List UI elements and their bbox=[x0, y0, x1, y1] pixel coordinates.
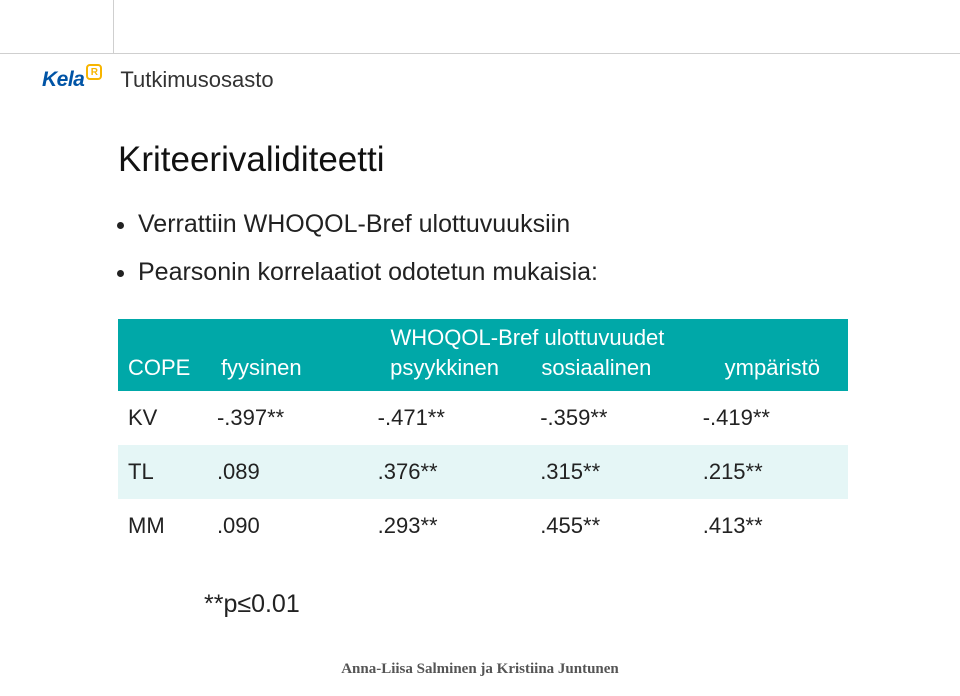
table-header-cope: COPE bbox=[118, 319, 207, 391]
table-cell: .293** bbox=[368, 499, 531, 553]
table-subheader: fyysinen bbox=[207, 355, 369, 391]
bullet-list: Verrattiin WHOQOL-Bref ulottuvuuksiin Pe… bbox=[118, 206, 858, 291]
corner-box bbox=[0, 0, 114, 54]
table-cell: .315** bbox=[530, 445, 693, 499]
bullet-item: Verrattiin WHOQOL-Bref ulottuvuuksiin bbox=[138, 206, 858, 244]
table-cell: .413** bbox=[693, 499, 848, 553]
header-divider bbox=[0, 53, 960, 54]
table-row: KV -.397** -.471** -.359** -.419** bbox=[118, 391, 848, 445]
department-label: Tutkimusosasto bbox=[120, 67, 273, 93]
row-label: KV bbox=[118, 391, 207, 445]
table-body: KV -.397** -.471** -.359** -.419** TL .0… bbox=[118, 391, 848, 553]
header-block: Kela R Tutkimusosasto bbox=[42, 67, 274, 93]
table-cell: .376** bbox=[368, 445, 531, 499]
table-cell: .090 bbox=[207, 499, 368, 553]
bullet-item: Pearsonin korrelaatiot odotetun mukaisia… bbox=[138, 254, 858, 292]
table-cell: .455** bbox=[530, 499, 693, 553]
correlation-table: COPE WHOQOL-Bref ulottuvuudet fyysinen p… bbox=[118, 319, 848, 553]
table-header-super: WHOQOL-Bref ulottuvuudet bbox=[207, 325, 848, 355]
footer-authors: Anna-Liisa Salminen ja Kristiina Juntune… bbox=[0, 661, 960, 678]
table-cell: .089 bbox=[207, 445, 368, 499]
logo-text: Kela bbox=[42, 68, 84, 92]
table-subheader: sosiaalinen bbox=[520, 355, 672, 391]
table-cell: -.359** bbox=[530, 391, 693, 445]
table-subheader: psyykkinen bbox=[369, 355, 521, 391]
table-cell: -.419** bbox=[693, 391, 848, 445]
kela-logo: Kela R bbox=[42, 68, 102, 92]
row-label: TL bbox=[118, 445, 207, 499]
table-footnote: **p≤0.01 bbox=[204, 590, 300, 619]
page-title: Kriteerivaliditeetti bbox=[118, 140, 858, 180]
table-cell: -.397** bbox=[207, 391, 368, 445]
table-cell: .215** bbox=[693, 445, 848, 499]
table-cell: -.471** bbox=[368, 391, 531, 445]
row-label: MM bbox=[118, 499, 207, 553]
content-area: Kriteerivaliditeetti Verrattiin WHOQOL-B… bbox=[118, 140, 858, 553]
table-row: TL .089 .376** .315** .215** bbox=[118, 445, 848, 499]
table-header-group: WHOQOL-Bref ulottuvuudet fyysinen psyykk… bbox=[207, 319, 848, 391]
table-row: MM .090 .293** .455** .413** bbox=[118, 499, 848, 553]
table-subheader: ympäristö bbox=[672, 355, 848, 391]
logo-badge-icon: R bbox=[86, 64, 102, 80]
